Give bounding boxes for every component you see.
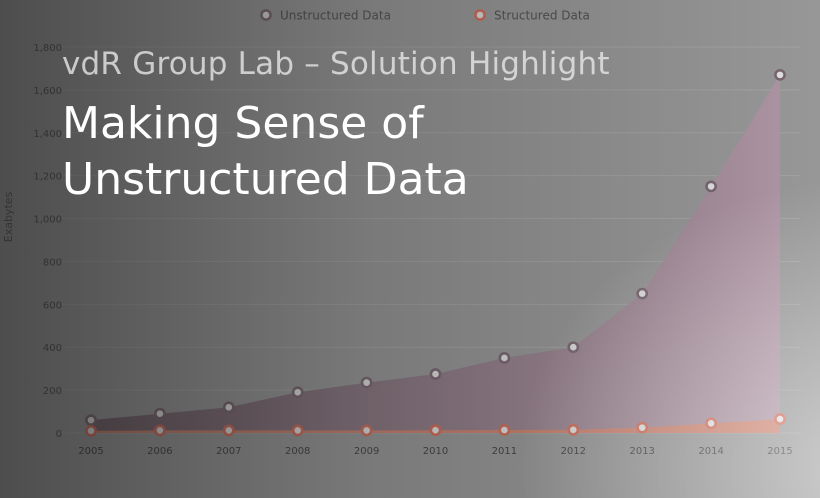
- unstructured-point: [429, 368, 442, 380]
- structured-point: [291, 424, 304, 437]
- y-tick-label: 1,600: [33, 86, 62, 97]
- unstructured-point: [705, 180, 717, 193]
- y-tick-label: 1,200: [33, 172, 62, 183]
- unstructured-point: [636, 287, 649, 300]
- title-line-1: Making Sense of: [62, 98, 424, 149]
- x-tick-label: 2012: [561, 446, 586, 457]
- x-tick-label: 2010: [423, 446, 448, 457]
- y-tick-label: 600: [43, 300, 62, 311]
- unstructured-point: [774, 68, 786, 81]
- structured-point: [222, 424, 235, 437]
- title-line-2: Unstructured Data: [62, 154, 469, 205]
- unstructured-point: [153, 407, 166, 420]
- structured-point: [360, 424, 373, 437]
- legend-marker: [260, 9, 272, 21]
- unstructured-point: [291, 386, 304, 399]
- y-tick-label: 800: [43, 257, 62, 268]
- legend-label: Unstructured Data: [280, 9, 391, 23]
- unstructured-point: [85, 414, 97, 427]
- structured-point: [636, 421, 649, 434]
- x-tick-label: 2011: [492, 446, 517, 457]
- y-axis-label: Exabytes: [2, 191, 15, 242]
- legend-label: Structured Data: [494, 9, 590, 23]
- x-tick-label: 2013: [629, 446, 654, 457]
- x-tick-label: 2006: [147, 446, 172, 457]
- structured-point: [429, 424, 442, 437]
- y-tick-label: 200: [43, 386, 62, 397]
- legend-marker: [474, 9, 486, 21]
- y-tick-label: 1,400: [33, 129, 62, 140]
- structured-point: [567, 423, 580, 436]
- x-tick-label: 2007: [216, 446, 241, 457]
- x-tick-label: 2014: [698, 446, 723, 457]
- structured-point: [153, 424, 166, 437]
- headline-block: vdR Group Lab – Solution Highlight Makin…: [62, 44, 610, 208]
- x-tick-label: 2015: [767, 446, 792, 457]
- y-tick-label: 400: [43, 343, 62, 354]
- structured-point: [498, 424, 511, 436]
- y-tick-label: 0: [56, 429, 62, 440]
- structured-point: [85, 424, 97, 437]
- unstructured-point: [498, 352, 511, 364]
- page-title: Making Sense of Unstructured Data: [62, 96, 610, 208]
- unstructured-point: [222, 401, 235, 414]
- structured-point: [774, 413, 786, 425]
- subtitle: vdR Group Lab – Solution Highlight: [62, 46, 610, 82]
- x-tick-label: 2008: [285, 446, 310, 457]
- unstructured-point: [567, 341, 580, 354]
- structured-point: [705, 417, 717, 430]
- unstructured-point: [360, 376, 373, 389]
- y-tick-label: 1,800: [33, 43, 62, 54]
- x-tick-label: 2005: [78, 446, 103, 457]
- y-tick-label: 1,000: [33, 215, 62, 226]
- x-tick-label: 2009: [354, 446, 379, 457]
